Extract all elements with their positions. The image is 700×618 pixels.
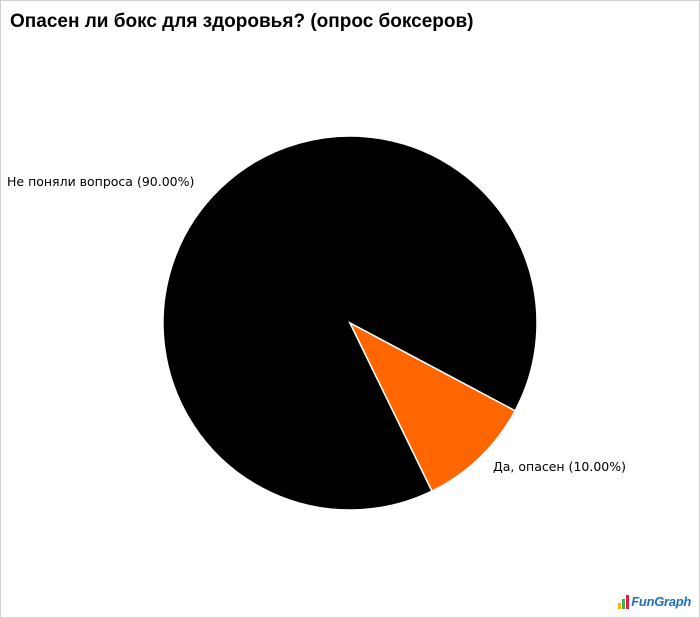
- logo-bar: [618, 603, 622, 609]
- pie-slices: [162, 135, 538, 511]
- slice-label: Да, опасен (10.00%): [493, 459, 626, 474]
- pie-labels: Не поняли вопроса (90.00%) Да, опасен (10…: [7, 174, 626, 474]
- fungraph-logo-text: FunGraph: [631, 594, 691, 609]
- chart-title: Опасен ли бокс для здоровья? (опрос бокс…: [10, 11, 474, 32]
- logo-bar: [626, 595, 630, 609]
- logo-bar: [622, 599, 626, 609]
- fungraph-bars-icon: [618, 595, 630, 609]
- pie-slice: [348, 321, 517, 493]
- slice-label: Не поняли вопроса (90.00%): [7, 174, 194, 189]
- fungraph-logo: FunGraph: [618, 595, 691, 609]
